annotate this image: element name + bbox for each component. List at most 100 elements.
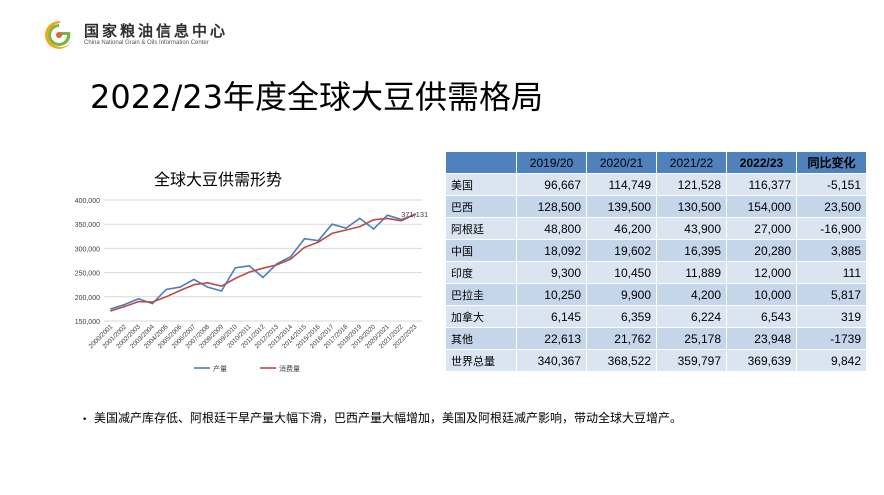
table-cell: 128,500 (516, 195, 587, 218)
table-row: 美国 96,667 114,749 121,528 116,377 -5,151 (445, 173, 867, 196)
table-cell: 23,948 (726, 327, 797, 350)
table-cell-country: 中国 (445, 239, 517, 262)
data-point (123, 305, 126, 308)
table-cell: 368,522 (586, 349, 657, 372)
table-cell: 10,000 (726, 283, 797, 306)
table-cell: 5,817 (796, 283, 867, 306)
y-tick-label: 250,000 (75, 271, 100, 278)
table-cell: 25,178 (656, 327, 727, 350)
data-point (234, 266, 237, 269)
supply-table: 2019/20 2020/21 2021/22 2022/23 同比变化 美国 9… (445, 151, 867, 372)
data-point (220, 290, 223, 292)
table-cell: 48,800 (516, 217, 587, 240)
table-row: 中国 18,092 19,602 16,395 20,280 3,885 (445, 239, 867, 262)
table-cell-country: 印度 (445, 261, 517, 284)
line-chart-svg: 全球大豆供需形势 150,000 200,000 250,000 300,000 350,… (75, 170, 429, 373)
table-cell: 16,395 (656, 239, 727, 262)
table-cell: 23,500 (796, 195, 867, 218)
data-point (123, 303, 126, 306)
table-header-row: 2019/20 2020/21 2021/22 2022/23 同比变化 (445, 151, 867, 174)
data-point (331, 223, 333, 225)
table-cell: 116,377 (726, 173, 797, 196)
data-point (262, 276, 264, 279)
data-point (137, 297, 140, 300)
data-point (372, 228, 375, 230)
data-point (179, 286, 181, 288)
table-row: 印度 9,300 10,450 11,889 12,000 111 (445, 261, 867, 284)
table-row: 加拿大 6,145 6,359 6,224 6,543 319 (445, 305, 867, 328)
table-row: 其他 22,613 21,762 25,178 23,948 -1739 (445, 327, 867, 350)
table-cell: 6,543 (726, 305, 797, 328)
table-cell-country: 巴拉圭 (445, 283, 517, 306)
table-cell: 319 (796, 305, 867, 328)
chart-title: 全球大豆供需形势 (154, 170, 282, 189)
table-cell: 43,900 (656, 217, 727, 240)
y-tick-label: 300,000 (75, 246, 100, 253)
data-point (137, 300, 140, 303)
table-cell: 154,000 (726, 195, 797, 218)
data-point (165, 296, 168, 298)
table-cell-country: 巴西 (445, 195, 517, 218)
page-title: 2022/23年度全球大豆供需格局 (90, 78, 543, 116)
data-point (400, 220, 403, 222)
bullet-marker: • (82, 415, 88, 425)
table-row: 巴拉圭 10,250 9,900 4,200 10,000 5,817 (445, 283, 867, 306)
data-point (248, 265, 250, 267)
table-cell: 10,450 (586, 261, 657, 284)
table-cell-country: 世界总量 (445, 349, 517, 372)
data-point (331, 232, 333, 235)
table-cell: 18,092 (516, 239, 587, 262)
data-point (345, 229, 347, 231)
table-cell: -5,151 (796, 173, 867, 196)
series-line-production (110, 213, 416, 310)
table-cell: 4,200 (656, 283, 727, 306)
data-point (179, 289, 181, 292)
data-point (386, 217, 389, 220)
table-cell: 9,900 (586, 283, 657, 306)
table-row: 阿根廷 48,800 46,200 43,900 27,000 -16,900 (445, 217, 867, 240)
table-header-cell: 2021/22 (656, 151, 727, 174)
table-cell: 139,500 (586, 195, 657, 218)
y-tick-label: 350,000 (75, 222, 100, 229)
table-header-cell: 同比变化 (796, 151, 867, 174)
data-point (372, 219, 375, 221)
table-cell: 111 (796, 261, 867, 284)
data-point (206, 281, 209, 284)
data-point (345, 227, 347, 229)
table-row: 世界总量 340,367 368,522 359,797 369,639 9,842 (445, 349, 867, 372)
table-cell: 22,613 (516, 327, 587, 350)
data-point (358, 217, 361, 220)
table-cell: 6,145 (516, 305, 587, 328)
data-point (151, 302, 154, 305)
table-cell: -16,900 (796, 217, 867, 240)
data-point (303, 246, 306, 249)
y-tick-label: 400,000 (75, 198, 100, 205)
data-point (386, 214, 389, 217)
data-point (206, 286, 209, 288)
org-logo: 国家粮油信息中心 China National Grain & Oils Inf… (40, 18, 270, 52)
legend-label: 消费量 (279, 364, 300, 373)
table-cell-country: 加拿大 (445, 305, 517, 328)
table-cell: 3,885 (796, 239, 867, 262)
data-point (303, 237, 306, 240)
table-cell: 6,224 (656, 305, 727, 328)
table-header-cell (445, 151, 517, 174)
data-point (193, 278, 195, 281)
data-point (414, 213, 416, 215)
data-point (289, 258, 292, 260)
data-point (289, 255, 292, 258)
table-cell: 359,797 (656, 349, 727, 372)
data-point (234, 277, 237, 280)
table-cell: 9,300 (516, 261, 587, 284)
table-cell: 21,762 (586, 327, 657, 350)
table-cell-country: 美国 (445, 173, 517, 196)
y-tick-label: 150,000 (75, 319, 100, 326)
data-point (165, 288, 168, 291)
data-point (110, 308, 112, 310)
table-cell: 121,528 (656, 173, 727, 196)
y-tick-label: 200,000 (75, 295, 100, 302)
logo-english-name: China National Grain & Oils Information … (84, 40, 209, 46)
table-row: 巴西 128,500 139,500 130,500 154,000 23,500 (445, 195, 867, 218)
data-point (151, 301, 154, 303)
data-point (193, 283, 195, 286)
